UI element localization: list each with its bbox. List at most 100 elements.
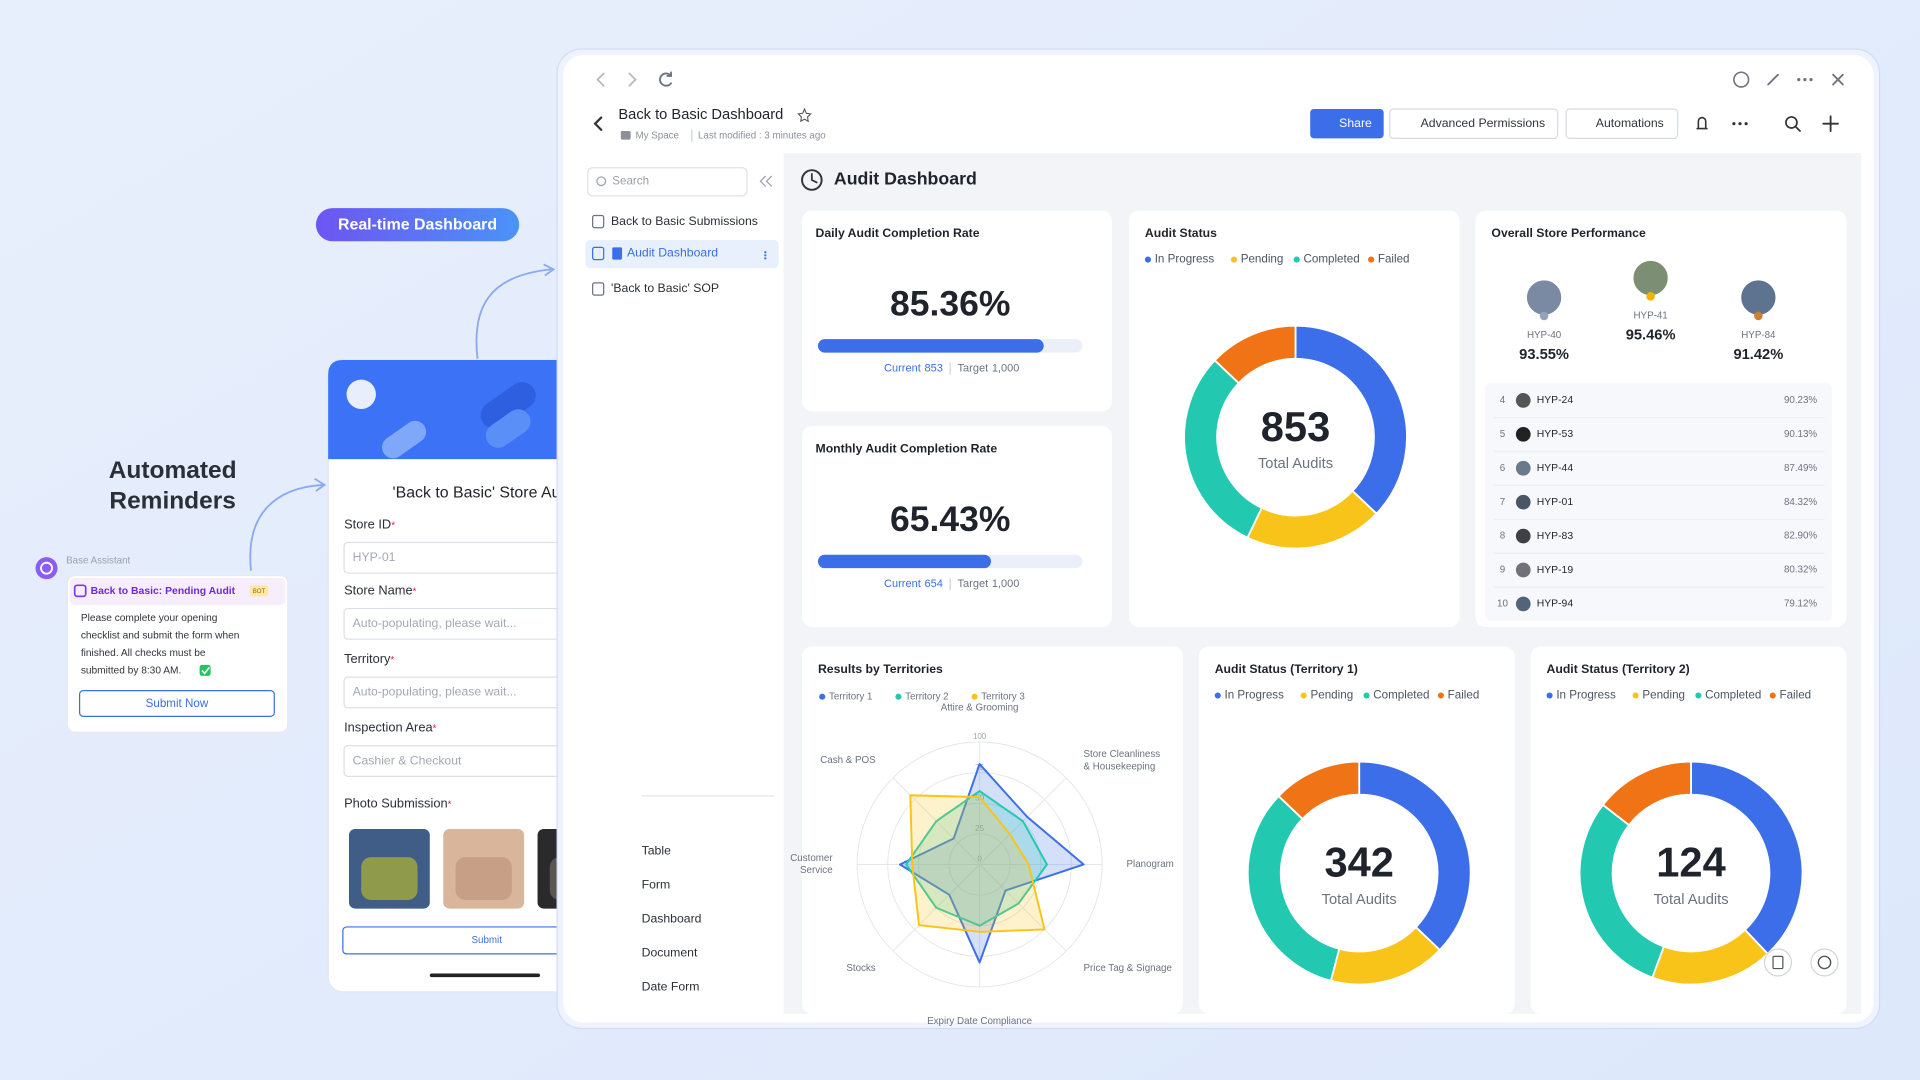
more-dot bbox=[1797, 78, 1801, 82]
avatar-badge bbox=[1646, 292, 1655, 301]
legend-label: Pending bbox=[1311, 689, 1354, 702]
form-title: 'Back to Basic' Store Audit bbox=[393, 485, 578, 502]
legend-swatch bbox=[1546, 692, 1553, 699]
submit-now-label[interactable]: Submit Now bbox=[146, 697, 209, 710]
target-count: Target 1,000 bbox=[958, 578, 1020, 590]
store-avatar bbox=[1515, 562, 1531, 578]
field-label: Store ID* bbox=[344, 517, 395, 532]
star-icon[interactable] bbox=[797, 107, 812, 123]
store-avatar bbox=[1631, 258, 1671, 298]
doc-glyph bbox=[1772, 955, 1784, 970]
create-option[interactable]: Form bbox=[642, 877, 671, 891]
automations-label[interactable]: Automations bbox=[1596, 116, 1664, 130]
search-icon[interactable] bbox=[1785, 116, 1798, 129]
store-avatar bbox=[1515, 494, 1531, 510]
legend-label: Completed bbox=[1303, 253, 1359, 266]
share-label[interactable]: Share bbox=[1339, 116, 1372, 130]
bot-tag-text: BOT bbox=[253, 588, 266, 595]
card-title: Results by Territories bbox=[818, 662, 943, 676]
item-icon bbox=[612, 247, 623, 260]
collapse-icon[interactable] bbox=[759, 175, 773, 187]
sidebar bbox=[575, 153, 784, 1014]
dashboard-icon-hand[interactable] bbox=[810, 173, 818, 184]
permissions-button[interactable] bbox=[1389, 108, 1559, 139]
field-label: Territory* bbox=[344, 651, 394, 666]
add-icon[interactable] bbox=[1822, 115, 1839, 132]
store-name: HYP-44 bbox=[1537, 463, 1574, 474]
sidebar-item[interactable]: Back to Basic Submissions bbox=[611, 214, 758, 228]
field-label-text: Photo Submission bbox=[344, 796, 448, 811]
sidebar-item[interactable]: 'Back to Basic' SOP bbox=[611, 281, 719, 295]
permissions-label[interactable]: Advanced Permissions bbox=[1421, 116, 1545, 130]
store-avatar bbox=[1515, 460, 1531, 476]
radar-axis-label: Planogram bbox=[1127, 859, 1174, 870]
create-option[interactable]: Dashboard bbox=[642, 911, 702, 925]
store-name: HYP-53 bbox=[1537, 429, 1574, 440]
required-mark: * bbox=[390, 655, 394, 666]
target-label: Target bbox=[958, 362, 989, 374]
legend-swatch bbox=[1437, 692, 1444, 699]
close-icon[interactable] bbox=[1832, 73, 1844, 86]
radar-axis-label: Price Tag & Signage bbox=[1083, 963, 1171, 974]
donut-segment bbox=[1213, 324, 1297, 385]
folder-icon bbox=[620, 131, 631, 140]
float-button[interactable] bbox=[1763, 948, 1793, 977]
help-button[interactable] bbox=[1810, 948, 1839, 977]
legend-label: In Progress bbox=[1556, 689, 1616, 702]
submit-now-button[interactable] bbox=[78, 690, 275, 717]
create-option[interactable]: Date Form bbox=[642, 979, 700, 993]
back-icon[interactable] bbox=[593, 116, 603, 131]
card-title: Audit Status (Territory 2) bbox=[1547, 662, 1690, 676]
legend-swatch bbox=[1695, 692, 1702, 699]
sidebar-search[interactable] bbox=[587, 167, 748, 197]
more-dot bbox=[1738, 122, 1742, 126]
dashboard-icon bbox=[801, 169, 823, 191]
nav-forward[interactable] bbox=[628, 72, 637, 87]
radar-axis-label: Customer bbox=[790, 853, 833, 864]
item-icon bbox=[592, 282, 605, 296]
header-deco bbox=[485, 409, 531, 448]
last-modified: Last modified : 3 minutes ago bbox=[698, 131, 826, 142]
header-deco bbox=[480, 382, 536, 429]
legend-label: Pending bbox=[1642, 689, 1685, 702]
search-icon-handle[interactable] bbox=[1794, 125, 1801, 132]
rank: 6 bbox=[1500, 463, 1506, 474]
photo-detail bbox=[361, 857, 418, 900]
legend-label: In Progress bbox=[1224, 689, 1284, 702]
automations-button[interactable] bbox=[1565, 108, 1679, 139]
legend-swatch bbox=[1230, 256, 1238, 263]
badge bbox=[315, 208, 520, 242]
legend-label: Completed bbox=[1373, 689, 1429, 702]
legend-label: Failed bbox=[1779, 689, 1811, 702]
reminders-title: Automated bbox=[109, 457, 237, 484]
radar-axis-label: Cash & POS bbox=[820, 755, 876, 766]
legend-swatch bbox=[1769, 692, 1776, 699]
header-deco bbox=[382, 420, 427, 459]
more-dot bbox=[1732, 122, 1736, 126]
form-submit-label[interactable]: Submit bbox=[472, 935, 503, 946]
card-title: Overall Store Performance bbox=[1491, 226, 1646, 240]
bell-icon[interactable] bbox=[1696, 116, 1708, 130]
target-value: 1,000 bbox=[992, 578, 1020, 590]
legend-swatch bbox=[1300, 692, 1307, 699]
reload[interactable] bbox=[659, 71, 672, 87]
donut-total-label: Total Audits bbox=[1322, 892, 1397, 908]
legend-swatch bbox=[971, 693, 978, 700]
sidebar-item[interactable]: Audit Dashboard bbox=[627, 246, 718, 260]
legend-label: Pending bbox=[1241, 253, 1284, 266]
bot-tag bbox=[249, 585, 269, 597]
target-value: 1,000 bbox=[992, 362, 1020, 374]
assistant-message: finished. All checks must be bbox=[81, 648, 206, 659]
create-option[interactable]: Table bbox=[642, 843, 671, 857]
compass-icon[interactable] bbox=[1733, 71, 1750, 88]
link-icon[interactable] bbox=[1767, 73, 1779, 86]
card-title: Audit Status bbox=[1145, 226, 1217, 240]
share-button[interactable] bbox=[1310, 108, 1384, 139]
field-placeholder: HYP-01 bbox=[353, 550, 396, 564]
donut-segment bbox=[1601, 760, 1692, 827]
store-score: 93.55% bbox=[1519, 347, 1569, 363]
legend-swatch bbox=[1632, 692, 1639, 699]
item-icon bbox=[592, 214, 605, 229]
create-option[interactable]: Document bbox=[642, 945, 698, 959]
nav-back[interactable] bbox=[596, 72, 605, 87]
